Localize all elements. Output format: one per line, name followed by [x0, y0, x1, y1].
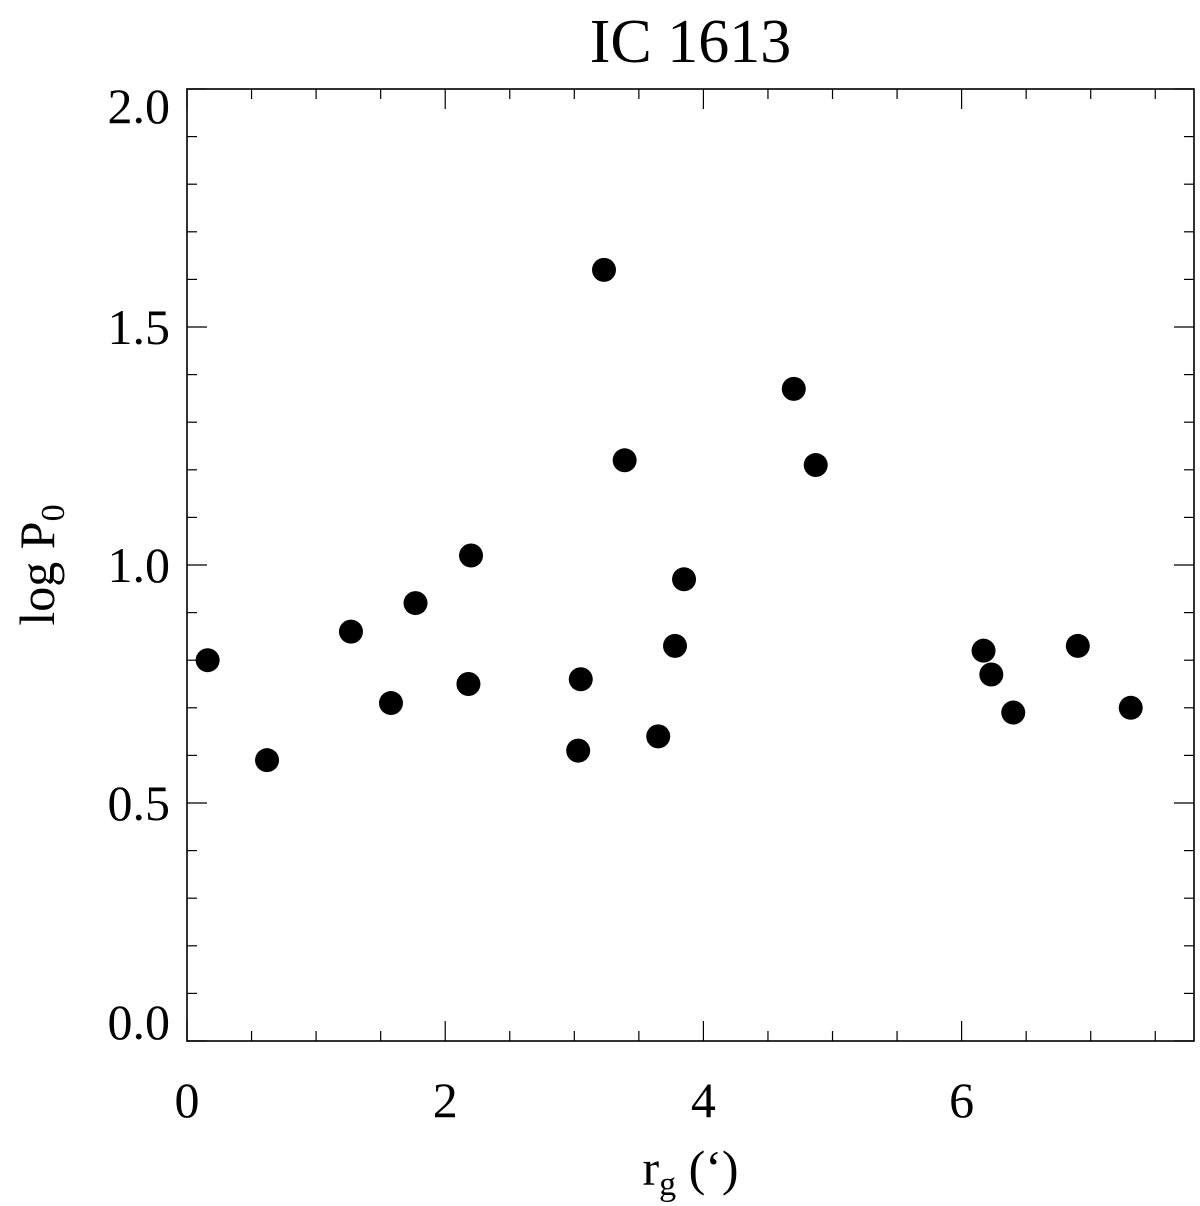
data-point	[979, 662, 1004, 687]
y-axis-label-subscript: 0	[35, 504, 72, 521]
data-point	[456, 672, 481, 696]
data-point	[612, 448, 637, 473]
data-point	[459, 543, 484, 568]
plot-area-frame	[186, 88, 1195, 1042]
x-tick-label: 2	[433, 1072, 458, 1128]
x-tick-label: 0	[175, 1072, 200, 1128]
axis-ticks	[186, 88, 1194, 1042]
data-point	[195, 648, 220, 673]
chart-title: IC 1613	[590, 8, 792, 76]
y-axis-label-main: log P	[9, 521, 65, 625]
data-point	[781, 376, 806, 401]
data-point	[566, 738, 591, 763]
data-point	[971, 638, 996, 663]
data-point	[1001, 700, 1026, 725]
x-axis-label: rg (‘)	[642, 1140, 738, 1203]
x-tick-label: 6	[949, 1072, 974, 1128]
data-point	[672, 567, 697, 592]
y-tick-label: 1.0	[108, 537, 171, 593]
data-point	[663, 633, 688, 658]
data-point	[378, 691, 403, 716]
x-axis-label-subscript: g	[659, 1166, 676, 1203]
data-point	[338, 619, 363, 644]
x-axis-label-main: r	[642, 1140, 659, 1196]
data-point	[646, 724, 671, 749]
data-point	[403, 591, 428, 616]
tick-labels: 0 2 4 6 0.0 0.5 1.0 1.5 2.0	[108, 78, 975, 1128]
data-point	[1118, 695, 1143, 720]
data-point	[592, 257, 617, 282]
data-points	[195, 257, 1143, 773]
y-tick-label: 0.5	[108, 775, 171, 831]
data-point	[255, 748, 280, 773]
y-tick-label: 1.5	[108, 299, 171, 355]
data-point	[803, 453, 828, 478]
x-axis-label-unit: (‘)	[676, 1140, 738, 1196]
data-point	[568, 667, 593, 692]
y-tick-label: 2.0	[108, 78, 171, 134]
x-tick-label: 4	[691, 1072, 716, 1128]
y-tick-label: 0.0	[108, 994, 171, 1050]
y-axis-label: log P0	[9, 504, 72, 625]
data-point	[1065, 633, 1090, 658]
